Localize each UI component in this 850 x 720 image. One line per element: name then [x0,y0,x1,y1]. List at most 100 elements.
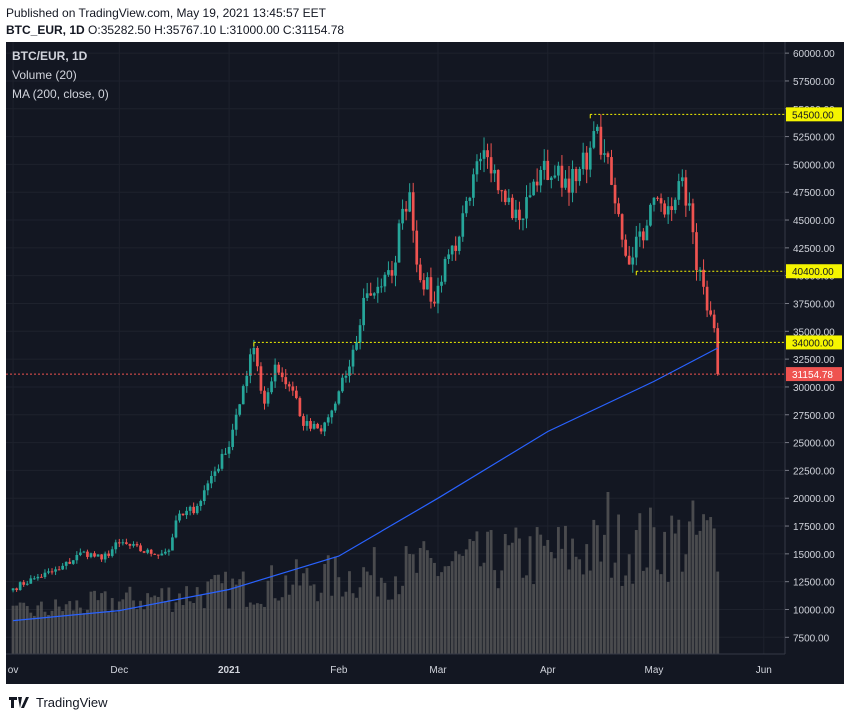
volume-bar [556,527,560,654]
candle-body [224,453,227,455]
y-tick-label: 32500.00 [793,355,835,366]
volume-bar [528,536,532,654]
candle-body [652,197,656,205]
volume-bar [18,602,22,654]
candle-body [15,588,18,591]
candle-body [326,417,330,423]
volume-bar [709,517,713,654]
candle-body [362,297,365,326]
volume-bar [238,579,242,654]
volume-bar [43,611,47,654]
candle-body [107,553,111,556]
candle-body [341,377,344,392]
volume-bar [298,585,302,654]
candle-body [358,325,362,343]
candle-body [620,214,624,240]
footer-brand[interactable]: TradingView [8,692,108,712]
candle-body [348,366,351,376]
volume-bar [82,613,86,654]
volume-bar [206,581,210,654]
candle-body [18,582,22,591]
volume-bar [365,571,369,654]
candle-body [333,403,337,411]
volume-bar [156,596,160,654]
candles [11,114,720,593]
low-value: L:31000.00 [219,23,280,37]
candle-body [227,446,231,454]
candle-body [454,245,458,251]
candle-body [691,203,695,233]
candle-body [656,197,659,199]
candle-body [680,177,684,182]
volume-bar [117,601,121,654]
candle-body [447,254,450,259]
volume-bar [146,593,150,654]
candle-body [521,218,525,221]
candle-body [532,181,535,196]
volume-bar [415,572,419,654]
volume-bar [199,595,203,654]
candle-body [404,208,408,212]
candle-body [256,348,259,367]
candle-body [443,258,447,282]
candle-body [659,198,663,204]
volume-bar [32,615,36,654]
candle-body [263,390,266,404]
candle-body [259,366,263,391]
last-price-label: 31154.78 [792,370,833,381]
candle-body [514,209,518,219]
candle-body [337,391,341,404]
candle-body [32,578,36,580]
volume-bar [213,575,217,654]
volume-bar [454,551,458,654]
volume-bar [316,601,320,654]
volume-bar [227,608,231,654]
volume-bar [450,561,454,654]
volume-bar [539,534,543,654]
volume-bar [358,587,362,654]
volume-bar [518,538,521,654]
volume-bar [305,568,309,654]
volume-bar [369,575,373,654]
candle-body [22,582,26,585]
x-tick-label: Jun [756,665,772,676]
volume-bar [595,525,599,654]
candle-body [323,422,327,432]
x-tick-label: Apr [540,665,556,676]
candle-body [93,553,96,557]
candle-body [372,293,376,296]
candle-body [408,192,412,212]
candle-body [280,372,284,378]
volume-bar [390,599,394,654]
volume-bar [383,582,387,654]
candle-body [79,552,82,556]
price-chart[interactable]: 60000.0057500.0055000.0052500.0050000.00… [6,42,844,684]
candle-body [220,453,224,469]
volume-bar [294,559,298,654]
candle-body [43,572,47,578]
volume-bar [560,548,564,654]
volume-bar [425,550,429,654]
candle-body [241,386,245,405]
x-tick-label: Feb [330,665,348,676]
candle-body [284,377,288,385]
candle-body [613,184,617,204]
candle-body [461,213,465,237]
candle-body [163,551,167,554]
volume-bar [613,562,617,654]
candle-body [394,262,397,276]
candle-body [287,384,291,387]
candle-body [117,542,121,544]
candle-body [188,506,192,511]
candle-body [277,364,280,373]
candle-body [418,264,422,281]
candle-body [47,571,50,573]
candle-body [503,190,507,203]
volume-bar [355,597,358,654]
candle-body [160,553,164,556]
volume-bar [266,580,270,654]
candle-body [128,543,132,546]
y-tick-label: 35000.00 [793,327,835,338]
candle-body [422,280,426,290]
volume-bar [277,600,281,654]
